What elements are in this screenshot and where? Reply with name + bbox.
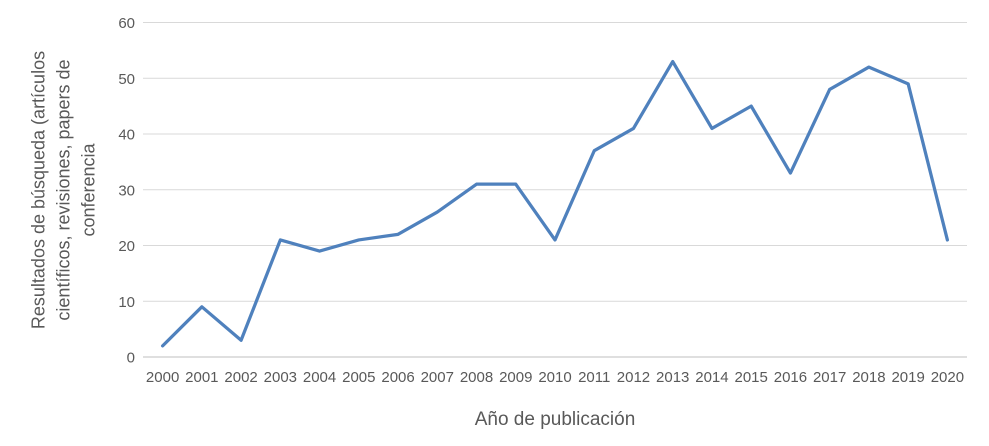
x-tick-label: 2016 <box>774 369 807 386</box>
x-tick-label: 2001 <box>185 369 218 386</box>
x-tick-label: 2008 <box>460 369 493 386</box>
x-tick-label: 2002 <box>224 369 257 386</box>
y-tick-label: 60 <box>118 15 135 32</box>
data-series-line <box>160 59 950 348</box>
x-tick-label: 2019 <box>891 369 924 386</box>
y-tick-label: 40 <box>118 127 135 144</box>
x-tick-label: 2011 <box>578 369 610 386</box>
x-tick-label: 2007 <box>421 369 454 386</box>
x-tick-label: 2015 <box>735 369 768 386</box>
x-tick-label: 2000 <box>146 369 179 386</box>
y-axis-title-line-3: conferencia <box>78 143 99 237</box>
x-tick-label: 2003 <box>264 369 297 386</box>
x-tick-label: 2010 <box>538 369 571 386</box>
x-tick-label: 2005 <box>342 369 375 386</box>
y-tick-label: 0 <box>127 350 135 367</box>
y-axis-title-line-1: Resultados de búsqueda (artículos <box>28 50 49 330</box>
x-tick-label: 2017 <box>813 369 846 386</box>
x-tick-label: 2006 <box>381 369 414 386</box>
x-tick-label: 2018 <box>852 369 885 386</box>
x-tick-label: 2009 <box>499 369 532 386</box>
x-tick-label: 2004 <box>303 369 336 386</box>
y-axis-title-line-2: científicos, revisiones, papers de <box>53 59 74 321</box>
y-tick-label: 10 <box>118 294 135 311</box>
x-tick-label: 2020 <box>931 369 964 386</box>
x-tick-label: 2014 <box>695 369 728 386</box>
y-axis-title: Resultados de búsqueda (artículos cientí… <box>27 0 102 390</box>
y-tick-label: 20 <box>118 238 135 255</box>
x-tick-label: 2013 <box>656 369 689 386</box>
y-tick-label: 50 <box>118 71 135 88</box>
y-tick-label: 30 <box>118 182 135 199</box>
x-tick-label: 2012 <box>617 369 650 386</box>
x-axis-title: Año de publicación <box>474 409 636 430</box>
